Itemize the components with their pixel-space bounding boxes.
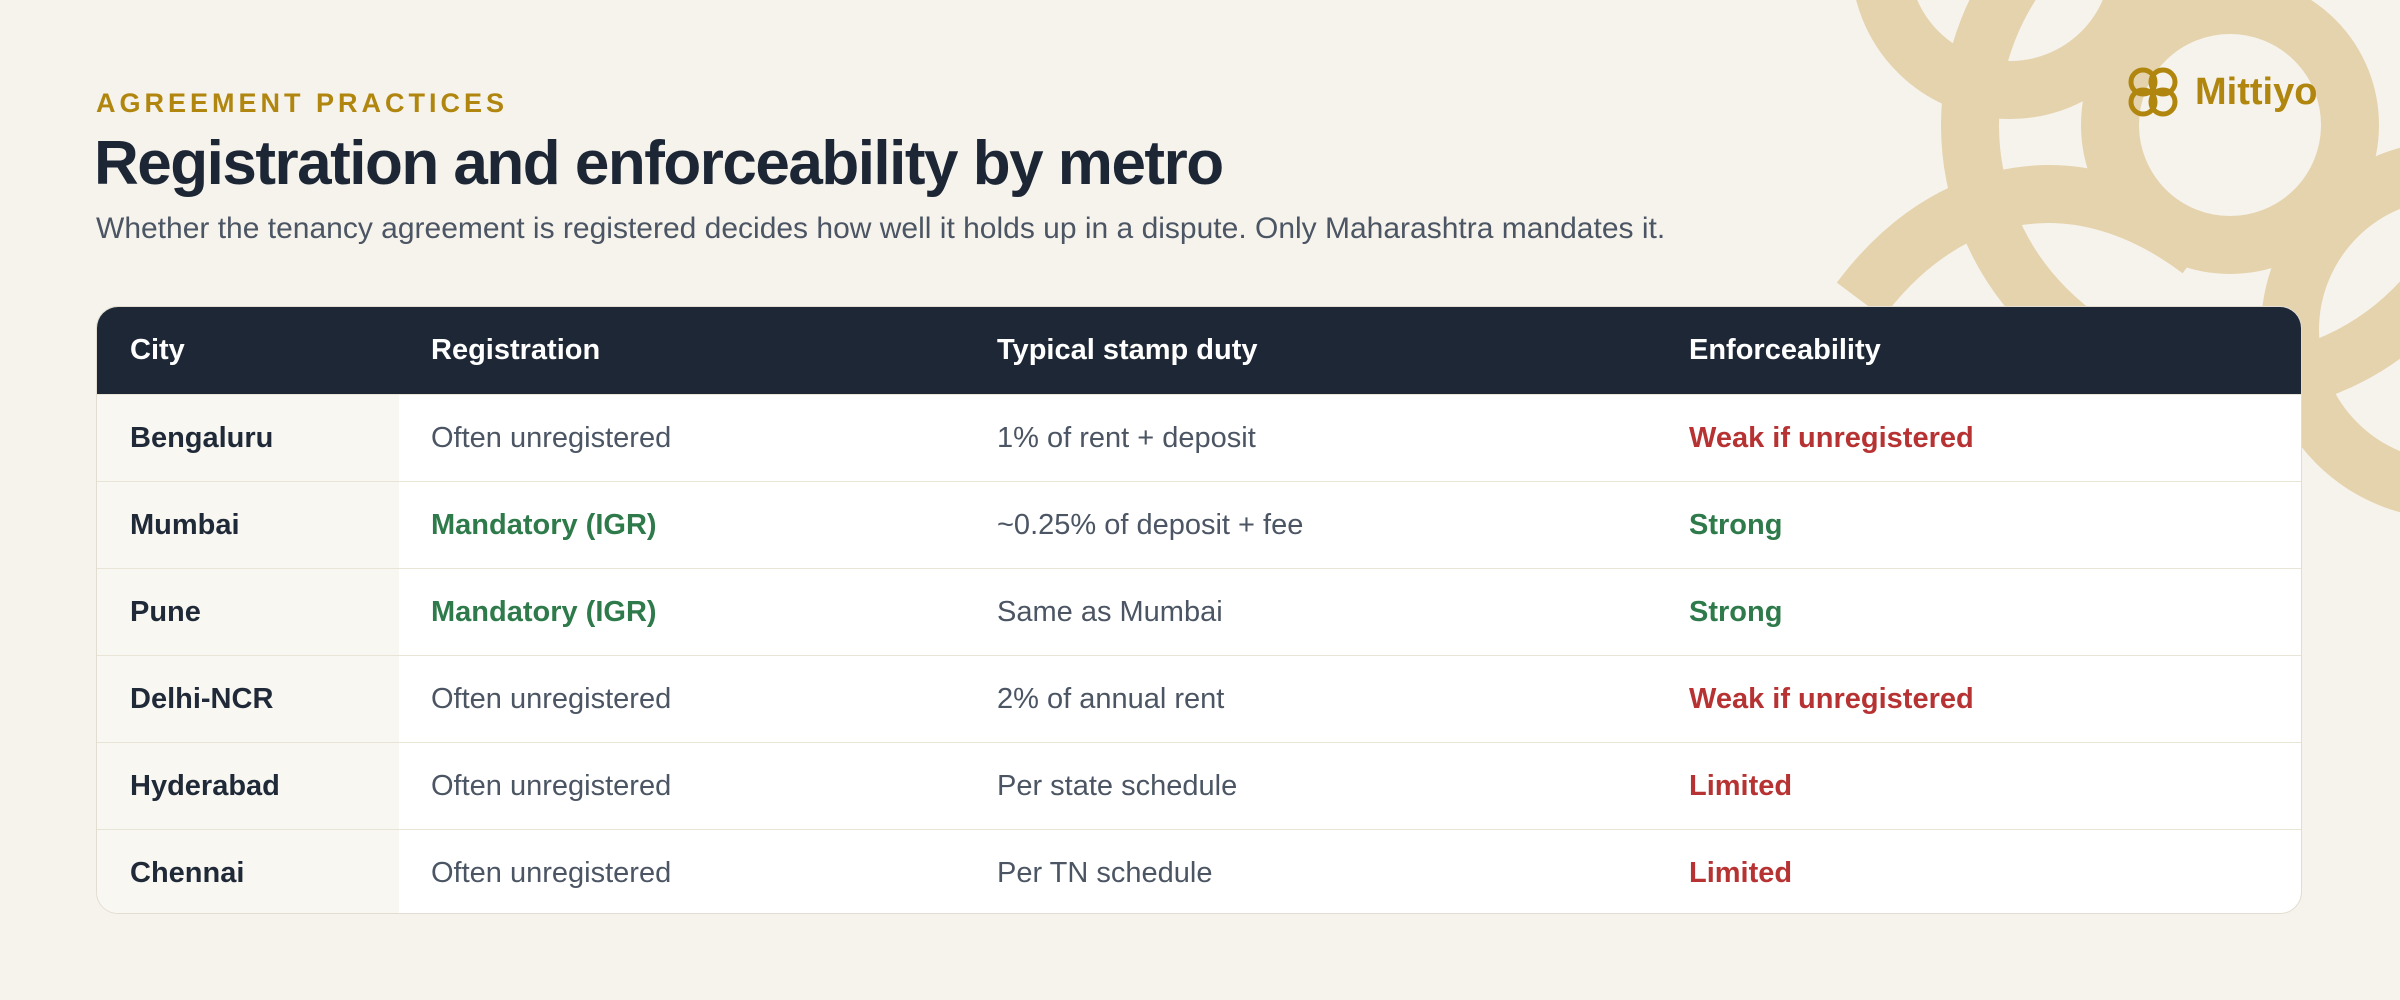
table-cell: Mandatory (IGR): [431, 596, 657, 628]
first-column-bg: [97, 569, 399, 655]
first-column-bg: [97, 395, 399, 481]
table-row: Mumbai Mandatory (IGR) ~0.25% of deposit +…: [97, 481, 2301, 568]
table-cell: Often unregistered: [431, 857, 672, 889]
table-row: Hyderabad Often unregistered Per state sch…: [97, 742, 2301, 829]
city-cell: Pune: [130, 596, 201, 628]
table-cell: 2% of annual rent: [997, 683, 1225, 715]
table-row: Pune Mandatory (IGR) Same as Mumbai Strong: [97, 568, 2301, 655]
title: Registration and enforceability by metro: [94, 129, 1224, 198]
city-cell: Bengaluru: [130, 422, 274, 454]
table-row: Bengaluru Often unregistered 1% of rent + …: [97, 394, 2301, 481]
column-header: Registration: [431, 334, 601, 366]
table-cell: Per TN schedule: [997, 857, 1213, 889]
city-cell: Mumbai: [130, 509, 240, 541]
first-column-bg: [97, 656, 399, 742]
table-header: City Registration Typical stamp duty Enforc…: [97, 307, 2301, 394]
column-header: City: [130, 334, 185, 366]
city-cell: Delhi-NCR: [130, 683, 274, 715]
table-cell: Strong: [1689, 596, 1783, 628]
table-cell: 1% of rent + deposit: [997, 422, 1256, 454]
column-header: Typical stamp duty: [997, 334, 1258, 366]
table-cell: Per state schedule: [997, 770, 1238, 802]
table-cell: ~0.25% of deposit + fee: [997, 509, 1304, 541]
table: City Registration Typical stamp duty Enforc…: [96, 306, 2302, 914]
first-column-bg: [97, 482, 399, 568]
table-cell: Limited: [1689, 770, 1793, 802]
table-cell: Strong: [1689, 509, 1783, 541]
table-cell: Weak if unregistered: [1689, 683, 1974, 715]
table-row: Delhi-NCR Often unregistered 2% of annual …: [97, 655, 2301, 742]
table-cell: Limited: [1689, 857, 1793, 889]
table-cell: Same as Mumbai: [997, 596, 1223, 628]
table-row: Chennai Often unregistered Per TN schedule…: [97, 829, 2301, 913]
first-column-bg: [97, 743, 399, 829]
table-cell: Often unregistered: [431, 770, 672, 802]
first-column-bg: [97, 830, 399, 913]
brand-logo: [2128, 67, 2178, 117]
table-cell: Weak if unregistered: [1689, 422, 1974, 454]
brand: Mittiyo: [2125, 64, 2317, 120]
subtitle: Whether the tenancy agreement is registe…: [96, 212, 1666, 245]
city-cell: Chennai: [130, 857, 245, 889]
table-cell: Often unregistered: [431, 683, 672, 715]
table-cell: Often unregistered: [431, 422, 672, 454]
brand-name: Mittiyo: [2195, 70, 2318, 113]
city-cell: Hyderabad: [130, 770, 280, 802]
column-header: Enforceability: [1689, 334, 1881, 366]
table-cell: Mandatory (IGR): [431, 509, 657, 541]
eyebrow: AGREEMENT PRACTICES: [96, 88, 509, 118]
